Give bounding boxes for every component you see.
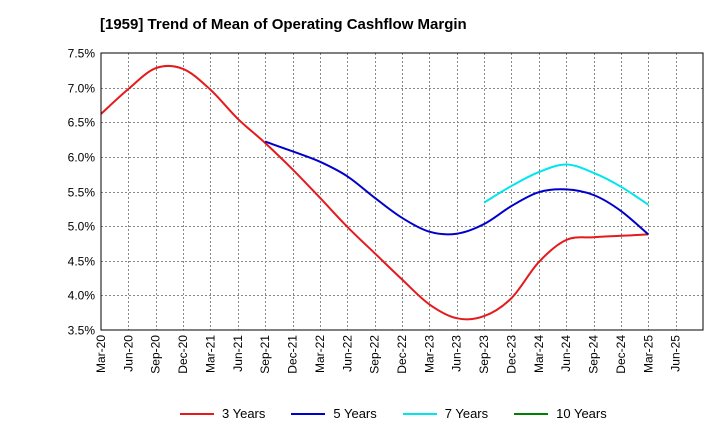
legend-item-3-years: 3 Years [180, 406, 265, 421]
x-tick-label: Sep-23 [477, 335, 491, 374]
legend-item-10-years: 10 Years [514, 406, 607, 421]
x-tick-label: Jun-24 [559, 335, 573, 372]
series-line-7-years [483, 163, 649, 206]
legend-item-7-years: 7 Years [402, 406, 489, 421]
x-tick-label: Mar-24 [532, 335, 546, 373]
y-tick-label: 6.0% [68, 151, 96, 165]
y-tick-label: 4.5% [68, 255, 96, 269]
y-axis-ticks: 3.5% 4.0% 4.5% 5.0% 5.5% 6.0% 6.5% 7.0% 7.5% [68, 47, 96, 338]
legend-label-5-years: 5 Years [333, 406, 377, 421]
y-tick-label: 5.5% [68, 186, 96, 200]
x-tick-label: Mar-23 [422, 335, 436, 373]
x-tick-label: Jun-22 [340, 335, 354, 372]
x-tick-label: Dec-21 [286, 335, 300, 374]
x-tick-label: Dec-24 [614, 335, 628, 374]
x-tick-label: Sep-24 [587, 335, 601, 374]
legend-swatch-5-years [291, 412, 326, 415]
x-tick-label: Sep-21 [258, 335, 272, 374]
y-tick-label: 5.0% [68, 220, 96, 234]
x-tick-label: Jun-21 [231, 335, 245, 372]
legend-item-5-years: 5 Years [291, 406, 377, 421]
series-line-5-years [264, 140, 649, 236]
x-tick-label: Sep-22 [368, 335, 382, 374]
legend-swatch-3-years [180, 412, 214, 415]
x-tick-label: Jun-25 [669, 335, 683, 372]
x-tick-label: Dec-20 [176, 335, 190, 374]
legend-swatch-7-years [402, 412, 437, 415]
legend-swatch-10-years [514, 412, 549, 415]
x-tick-label: Dec-22 [395, 335, 409, 374]
plot-frame [100, 52, 704, 331]
chart-title: [1959] Trend of Mean of Operating Cashfl… [100, 16, 467, 33]
x-tick-label: Mar-25 [641, 335, 655, 373]
series-lines [100, 64, 649, 321]
legend-label-10-years: 10 Years [556, 406, 607, 421]
x-axis-ticks: Mar-20 Jun-20 Sep-20 Dec-20 Mar-21 Jun-21 Sep-… [94, 335, 683, 374]
y-tick-label: 7.0% [68, 82, 96, 96]
x-tick-label: Jun-23 [450, 335, 464, 372]
x-tick-label: Mar-20 [94, 335, 108, 373]
x-tick-label: Sep-20 [149, 335, 163, 374]
grid [101, 53, 703, 330]
x-tick-label: Mar-22 [313, 335, 327, 373]
y-tick-label: 7.5% [68, 47, 96, 61]
legend: 3 Years 5 Years 7 Years 10 Years [180, 406, 607, 421]
y-tick-label: 4.0% [68, 289, 96, 303]
x-tick-label: Dec-23 [504, 335, 518, 374]
y-tick-label: 3.5% [68, 324, 96, 338]
y-tick-label: 6.5% [68, 116, 96, 130]
x-tick-label: Jun-20 [121, 335, 135, 372]
series-line-3-years [100, 64, 649, 321]
legend-label-7-years: 7 Years [444, 406, 489, 421]
x-tick-label: Mar-21 [203, 335, 217, 373]
legend-label-3-years: 3 Years [222, 406, 266, 421]
